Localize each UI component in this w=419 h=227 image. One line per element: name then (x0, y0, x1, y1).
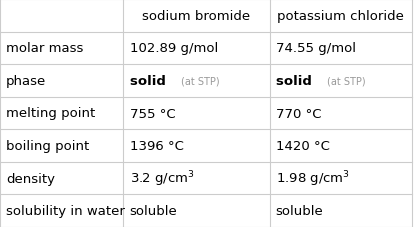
Text: 1420 °C: 1420 °C (276, 139, 330, 152)
Text: solid: solid (276, 75, 316, 88)
Text: phase: phase (6, 75, 47, 88)
Text: (at STP): (at STP) (327, 76, 366, 86)
Text: 1396 °C: 1396 °C (129, 139, 184, 152)
Text: soluble: soluble (276, 204, 323, 217)
Text: 1.98 g/cm$^3$: 1.98 g/cm$^3$ (276, 169, 350, 188)
Text: solubility in water: solubility in water (6, 204, 125, 217)
Text: 102.89 g/mol: 102.89 g/mol (129, 42, 218, 55)
Text: molar mass: molar mass (6, 42, 83, 55)
Text: 755 °C: 755 °C (129, 107, 175, 120)
Text: boiling point: boiling point (6, 139, 89, 152)
Text: density: density (6, 172, 55, 185)
Text: solid: solid (129, 75, 170, 88)
Text: 74.55 g/mol: 74.55 g/mol (276, 42, 356, 55)
Text: melting point: melting point (6, 107, 96, 120)
Text: 3.2 g/cm$^3$: 3.2 g/cm$^3$ (129, 169, 194, 188)
Text: sodium bromide: sodium bromide (142, 10, 251, 23)
Text: (at STP): (at STP) (181, 76, 220, 86)
Text: potassium chloride: potassium chloride (277, 10, 404, 23)
Text: 770 °C: 770 °C (276, 107, 321, 120)
Text: soluble: soluble (129, 204, 177, 217)
